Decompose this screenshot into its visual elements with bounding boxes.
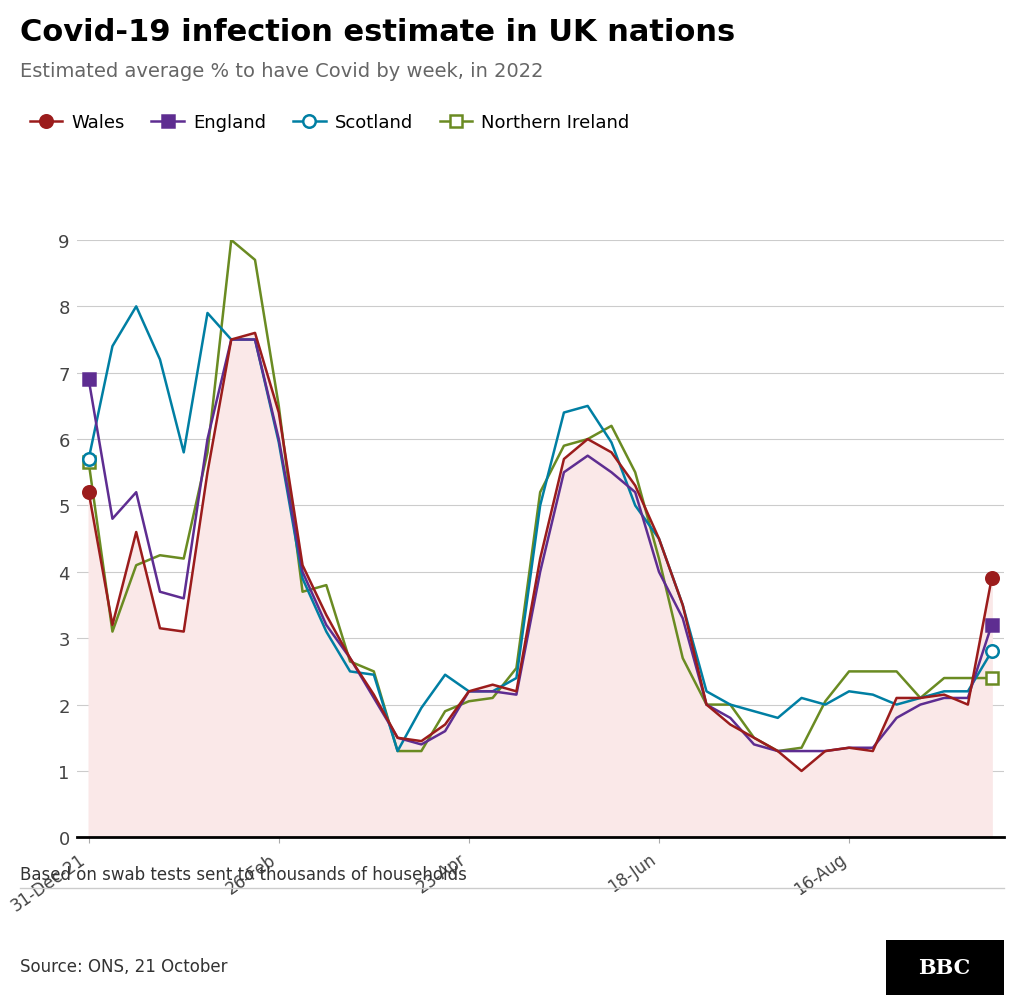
Text: Based on swab tests sent to thousands of households: Based on swab tests sent to thousands of… [20, 865, 467, 883]
Text: Estimated average % to have Covid by week, in 2022: Estimated average % to have Covid by wee… [20, 62, 544, 81]
Text: Source: ONS, 21 October: Source: ONS, 21 October [20, 957, 228, 975]
Legend: Wales, England, Scotland, Northern Ireland: Wales, England, Scotland, Northern Irela… [30, 114, 630, 132]
Text: Covid-19 infection estimate in UK nations: Covid-19 infection estimate in UK nation… [20, 18, 735, 47]
Text: BBC: BBC [919, 958, 971, 977]
